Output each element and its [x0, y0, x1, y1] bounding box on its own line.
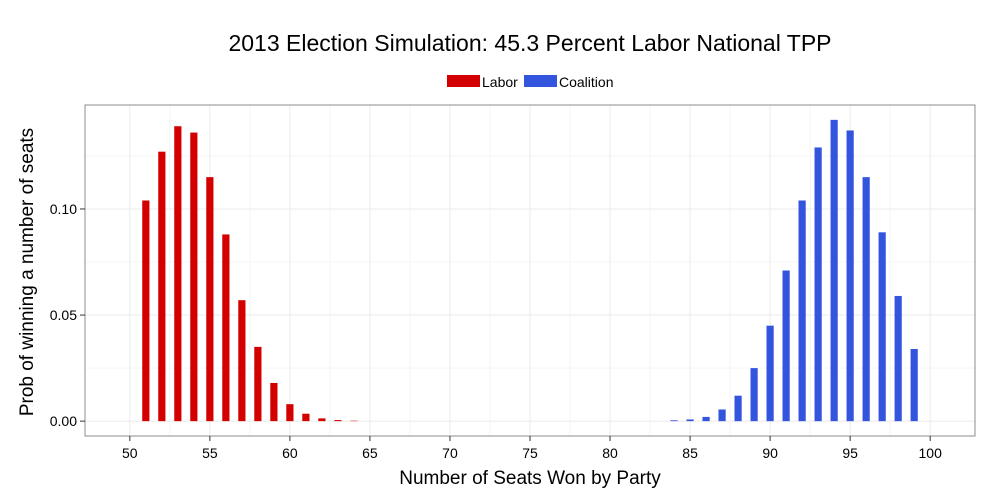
bar-labor-62 — [318, 418, 326, 422]
x-tick-label: 70 — [442, 445, 458, 461]
bars — [142, 119, 918, 422]
gridlines — [85, 105, 975, 436]
bar-labor-61 — [302, 413, 310, 422]
bar-coalition-85 — [686, 419, 694, 422]
legend-label-labor: Labor — [482, 74, 518, 90]
bar-coalition-94 — [830, 119, 838, 422]
bar-labor-51 — [142, 200, 150, 422]
bar-coalition-96 — [862, 177, 870, 422]
bar-labor-53 — [174, 126, 182, 422]
bar-coalition-91 — [782, 270, 790, 422]
y-tick-label: 0.05 — [50, 307, 77, 323]
y-tick-label: 0.00 — [50, 413, 77, 429]
x-tick-label: 95 — [842, 445, 858, 461]
bar-labor-52 — [158, 151, 166, 422]
bar-coalition-97 — [878, 232, 886, 422]
x-tick-label: 75 — [522, 445, 538, 461]
bar-coalition-89 — [750, 368, 758, 422]
legend-key-coalition — [524, 75, 557, 87]
bar-labor-58 — [254, 346, 262, 422]
bar-labor-57 — [238, 300, 246, 422]
bar-coalition-92 — [798, 200, 806, 422]
bar-coalition-87 — [718, 409, 726, 422]
bar-labor-60 — [286, 404, 294, 422]
x-tick-label: 55 — [202, 445, 218, 461]
bar-coalition-90 — [766, 325, 774, 422]
bar-labor-63 — [334, 420, 342, 422]
bar-coalition-86 — [702, 416, 710, 422]
x-tick-label: 60 — [282, 445, 298, 461]
legend: Labor Coalition — [447, 74, 613, 90]
bar-coalition-99 — [910, 349, 918, 422]
bar-labor-56 — [222, 234, 230, 422]
x-tick-label: 80 — [602, 445, 618, 461]
bar-labor-54 — [190, 132, 198, 422]
x-tick-label: 50 — [122, 445, 138, 461]
x-tick-label: 85 — [682, 445, 698, 461]
y-axis-title: Prob of winning a number of seats — [17, 128, 38, 416]
legend-label-coalition: Coalition — [559, 74, 613, 90]
bar-labor-59 — [270, 382, 278, 422]
bar-coalition-84 — [670, 420, 678, 422]
legend-key-labor — [447, 75, 480, 87]
axes: 50 55 60 65 70 75 80 85 90 95 100 0.00 0.05 0.10 — [50, 201, 942, 461]
x-tick-label: 65 — [362, 445, 378, 461]
bar-coalition-88 — [734, 395, 742, 422]
x-tick-label: 90 — [762, 445, 778, 461]
chart-title: 2013 Election Simulation: 45.3 Percent L… — [228, 30, 831, 56]
bar-coalition-93 — [814, 147, 822, 422]
bar-labor-55 — [206, 177, 214, 422]
x-axis-title: Number of Seats Won by Party — [399, 468, 661, 489]
x-tick-label: 100 — [919, 445, 943, 461]
y-tick-label: 0.10 — [50, 201, 77, 217]
bar-coalition-98 — [894, 295, 902, 422]
bar-coalition-95 — [846, 130, 854, 422]
